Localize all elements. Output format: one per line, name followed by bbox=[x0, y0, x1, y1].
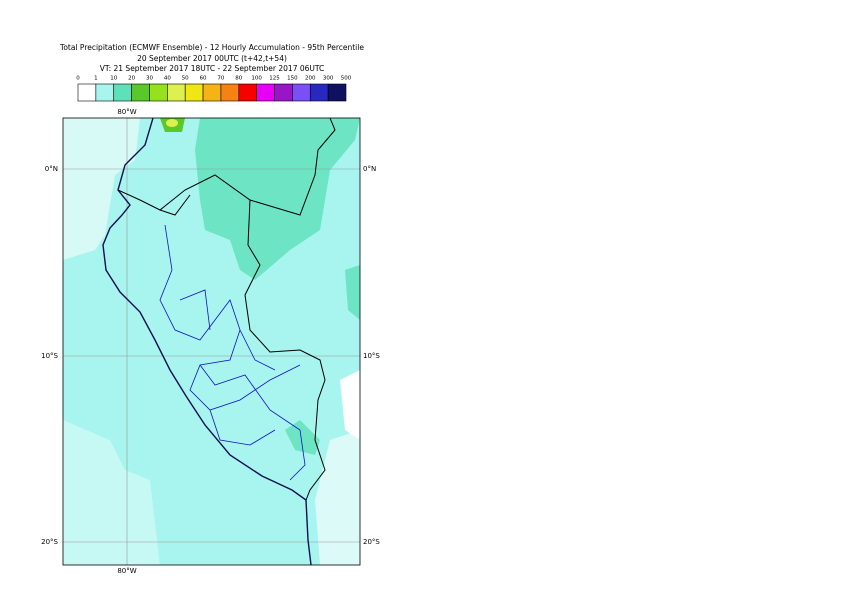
lat-label: 10°S bbox=[41, 352, 58, 360]
colorbar-label: 100 bbox=[251, 76, 262, 82]
colorbar-label: 30 bbox=[146, 76, 153, 82]
lat-label: 20°S bbox=[41, 538, 58, 546]
lat-label: 0°N bbox=[363, 165, 376, 173]
wet-area bbox=[166, 119, 178, 127]
country-border bbox=[117, 118, 336, 501]
dry-area bbox=[63, 118, 140, 260]
colorbar-box bbox=[220, 83, 240, 102]
colorbar-label: 40 bbox=[164, 76, 171, 82]
colorbar-box bbox=[77, 83, 97, 102]
dry-area bbox=[63, 420, 160, 565]
wet-area bbox=[195, 118, 360, 280]
colorbar-box bbox=[95, 83, 115, 102]
lat-label: 0°N bbox=[45, 165, 58, 173]
colorbar-label: 0 bbox=[76, 76, 80, 82]
colorbar-label: 60 bbox=[200, 76, 207, 82]
colorbar-box bbox=[292, 83, 311, 102]
lon-label: 80°W bbox=[117, 567, 136, 575]
wet-area bbox=[345, 265, 360, 320]
colorbar-label: 10 bbox=[110, 76, 117, 82]
colorbar-box bbox=[238, 83, 257, 102]
region-border bbox=[159, 224, 306, 481]
colorbar-box bbox=[256, 83, 275, 102]
colorbar-label: 50 bbox=[182, 76, 189, 82]
colorbar-label: 1 bbox=[94, 76, 98, 82]
map bbox=[63, 118, 360, 565]
colorbar-box bbox=[131, 83, 150, 102]
lon-label: 80°W bbox=[117, 108, 136, 116]
colorbar-box bbox=[309, 83, 329, 102]
colorbar-label: 125 bbox=[269, 76, 280, 82]
colorbar: 0 1 10 20 30 40 50 60 70 80 100 125 150 200 300 500 bbox=[76, 76, 352, 102]
colorbar-box bbox=[113, 83, 132, 102]
title-line: VT: 21 September 2017 18UTC - 22 Septemb… bbox=[100, 64, 325, 73]
colorbar-box bbox=[167, 83, 186, 102]
lat-label: 10°S bbox=[363, 352, 380, 360]
colorbar-label: 20 bbox=[128, 76, 135, 82]
colorbar-box bbox=[184, 83, 204, 102]
dry-area bbox=[315, 430, 360, 565]
lat-label: 20°S bbox=[363, 538, 380, 546]
colorbar-label: 80 bbox=[235, 76, 242, 82]
map-frame bbox=[62, 117, 361, 566]
colorbar-label: 200 bbox=[305, 76, 316, 82]
colorbar-box bbox=[202, 83, 222, 102]
coastline bbox=[102, 118, 312, 565]
colorbar-box bbox=[149, 83, 168, 102]
colorbar-box bbox=[327, 83, 347, 102]
colorbar-box bbox=[274, 83, 293, 102]
header: Total Precipitation (ECMWF Ensemble) - 1… bbox=[59, 43, 364, 73]
colorbar-label: 300 bbox=[323, 76, 334, 82]
colorbar-label: 150 bbox=[287, 76, 298, 82]
title-line: Total Precipitation (ECMWF Ensemble) - 1… bbox=[59, 43, 364, 52]
title-line: 20 September 2017 00UTC (t+42,t+54) bbox=[137, 54, 287, 63]
colorbar-label: 70 bbox=[217, 76, 224, 82]
wet-area bbox=[285, 420, 320, 455]
dry-area bbox=[340, 370, 360, 440]
colorbar-label: 500 bbox=[341, 76, 352, 82]
